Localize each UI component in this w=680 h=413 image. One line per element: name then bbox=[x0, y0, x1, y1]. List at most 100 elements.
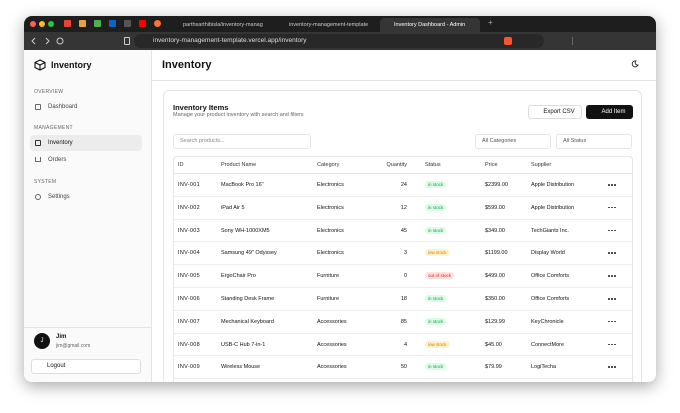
cell-id: INV-007 bbox=[178, 318, 200, 325]
row-actions[interactable] bbox=[608, 206, 618, 210]
nav-item[interactable]: Dashboard bbox=[48, 104, 78, 110]
row-actions[interactable] bbox=[608, 251, 618, 255]
cell-price: $129.99 bbox=[485, 318, 505, 325]
dot bbox=[611, 275, 613, 277]
dot bbox=[614, 229, 616, 232]
cell-quantity: 12 bbox=[400, 204, 407, 211]
table-row[interactable]: INV-007 Mechanical Keyboard Accessories 85 i… bbox=[174, 311, 632, 334]
logout-button[interactable]: Logout bbox=[31, 359, 141, 374]
row-actions[interactable] bbox=[608, 343, 618, 347]
url-text: inventory-management-template.vercel.app… bbox=[153, 37, 307, 44]
add-button[interactable]: Add Item bbox=[586, 105, 633, 119]
dot bbox=[608, 184, 610, 186]
tab-active[interactable]: Inventory Dashboard - Admin bbox=[380, 18, 480, 32]
nav-icon bbox=[35, 140, 41, 146]
cell-supplier: KeyChronicle bbox=[531, 318, 564, 325]
dot bbox=[614, 275, 616, 277]
dot bbox=[608, 206, 610, 209]
nav-item-active[interactable]: Inventory bbox=[30, 135, 142, 151]
section-title: OVERVIEW bbox=[34, 89, 64, 95]
row-actions[interactable] bbox=[608, 274, 618, 278]
new-tab-button[interactable]: + bbox=[488, 18, 493, 27]
table-row[interactable]: INV-004 Samsung 49" Odyssey Electronics 3 lo… bbox=[174, 242, 632, 266]
cell-id: INV-009 bbox=[178, 364, 200, 371]
nav-buttons[interactable] bbox=[30, 36, 80, 46]
cell-quantity: 24 bbox=[400, 182, 407, 188]
user-name: Jim bbox=[56, 334, 67, 340]
cell-name: iPad Air 5 bbox=[221, 204, 245, 211]
status-select[interactable]: All Status bbox=[556, 134, 632, 149]
cell-price: $1199.00 bbox=[485, 250, 508, 257]
app: Inventory OVERVIEW Dashboard MANAGEMENT … bbox=[24, 50, 656, 382]
brand-logo bbox=[34, 59, 46, 71]
table-row[interactable]: INV-008 USB-C Hub 7-in-1 Accessories 4 low s… bbox=[174, 334, 632, 357]
row-actions[interactable] bbox=[608, 297, 618, 301]
pinned-tab[interactable] bbox=[109, 20, 116, 27]
status-badge: in stock bbox=[425, 203, 447, 211]
table-row[interactable]: INV-006 Standing Desk Frame Furniture 18 in … bbox=[174, 288, 632, 311]
cell-category: Electronics bbox=[317, 204, 344, 211]
maximize-button[interactable] bbox=[48, 21, 54, 27]
table-header: ID Product Name Category Quantity Status Pric… bbox=[174, 157, 632, 174]
row-actions[interactable] bbox=[608, 183, 618, 187]
table-row[interactable]: INV-009 Wireless Mouse Accessories 50 in sto… bbox=[174, 356, 632, 380]
dot bbox=[614, 252, 616, 254]
cell-id: INV-004 bbox=[178, 250, 200, 257]
minimize-button[interactable] bbox=[39, 21, 45, 27]
dot bbox=[611, 252, 613, 254]
section-title: MANAGEMENT bbox=[34, 125, 73, 131]
pinned-tab[interactable] bbox=[79, 20, 86, 27]
row-actions[interactable] bbox=[608, 229, 618, 233]
avatar: J bbox=[34, 333, 50, 349]
cell-name: MacBook Pro 16" bbox=[221, 182, 264, 188]
bookmark-icon[interactable] bbox=[124, 37, 130, 45]
cell-price: $350.00 bbox=[485, 296, 505, 302]
column-header: Supplier bbox=[531, 162, 552, 168]
nav-item[interactable]: Orders bbox=[48, 157, 67, 163]
close-button[interactable] bbox=[30, 21, 36, 27]
export-button[interactable]: Export CSV bbox=[528, 105, 582, 119]
status-badge: low stock bbox=[425, 249, 450, 257]
column-header: Product Name bbox=[221, 162, 257, 168]
cell-category: Furniture bbox=[317, 296, 340, 302]
row-actions[interactable] bbox=[608, 365, 618, 369]
theme-toggle[interactable] bbox=[631, 60, 639, 68]
user-email: jim@gmail.com bbox=[56, 343, 91, 349]
toolbar-icons bbox=[572, 37, 642, 45]
nav-item[interactable]: Settings bbox=[48, 194, 70, 200]
table-row[interactable]: INV-003 Sony WH-1000XM5 Electronics 45 in st… bbox=[174, 220, 632, 243]
column-header: Price bbox=[485, 162, 498, 168]
table-row[interactable]: INV-005 ErgoChair Pro Furniture 0 out of sto… bbox=[174, 265, 632, 288]
pinned-tab[interactable] bbox=[64, 20, 71, 27]
dot bbox=[608, 275, 610, 277]
dot bbox=[608, 320, 610, 323]
search-input[interactable]: Search products... bbox=[173, 134, 311, 149]
brave-icon[interactable] bbox=[504, 37, 512, 45]
cell-supplier: LogiTecha bbox=[531, 364, 557, 371]
cell-price: $499.00 bbox=[485, 273, 505, 280]
cell-quantity: 0 bbox=[403, 273, 407, 280]
pinned-tab[interactable] bbox=[154, 20, 161, 27]
table-row[interactable]: INV-002 iPad Air 5 Electronics 12 in stock $5… bbox=[174, 197, 632, 220]
dot bbox=[611, 298, 613, 300]
dot bbox=[608, 298, 610, 300]
tab[interactable]: inventory-management-template bbox=[289, 22, 369, 28]
pinned-tab[interactable] bbox=[94, 20, 101, 27]
pinned-tab[interactable] bbox=[139, 20, 146, 27]
dot bbox=[614, 184, 616, 186]
table: ID Product Name Category Quantity Status Pric… bbox=[173, 156, 633, 382]
cell-supplier: Display World bbox=[531, 250, 565, 257]
tab[interactable]: parthsarthibisla/inventory-manag bbox=[183, 22, 263, 28]
dot bbox=[611, 206, 613, 209]
nav-icon bbox=[35, 194, 41, 200]
cell-quantity: 18 bbox=[400, 296, 407, 302]
cell-id: INV-002 bbox=[178, 204, 200, 211]
cell-name: USB-C Hub 7-in-1 bbox=[221, 341, 266, 348]
category-select[interactable]: All Categories bbox=[475, 134, 551, 149]
row-actions[interactable] bbox=[608, 320, 618, 324]
address-bar: inventory-management-template.vercel.app… bbox=[24, 32, 656, 50]
table-row[interactable]: INV-001 MacBook Pro 16" Electronics 24 in st… bbox=[174, 174, 632, 197]
pinned-tab[interactable] bbox=[124, 20, 131, 27]
dot bbox=[608, 343, 610, 346]
url-field[interactable] bbox=[134, 34, 544, 48]
